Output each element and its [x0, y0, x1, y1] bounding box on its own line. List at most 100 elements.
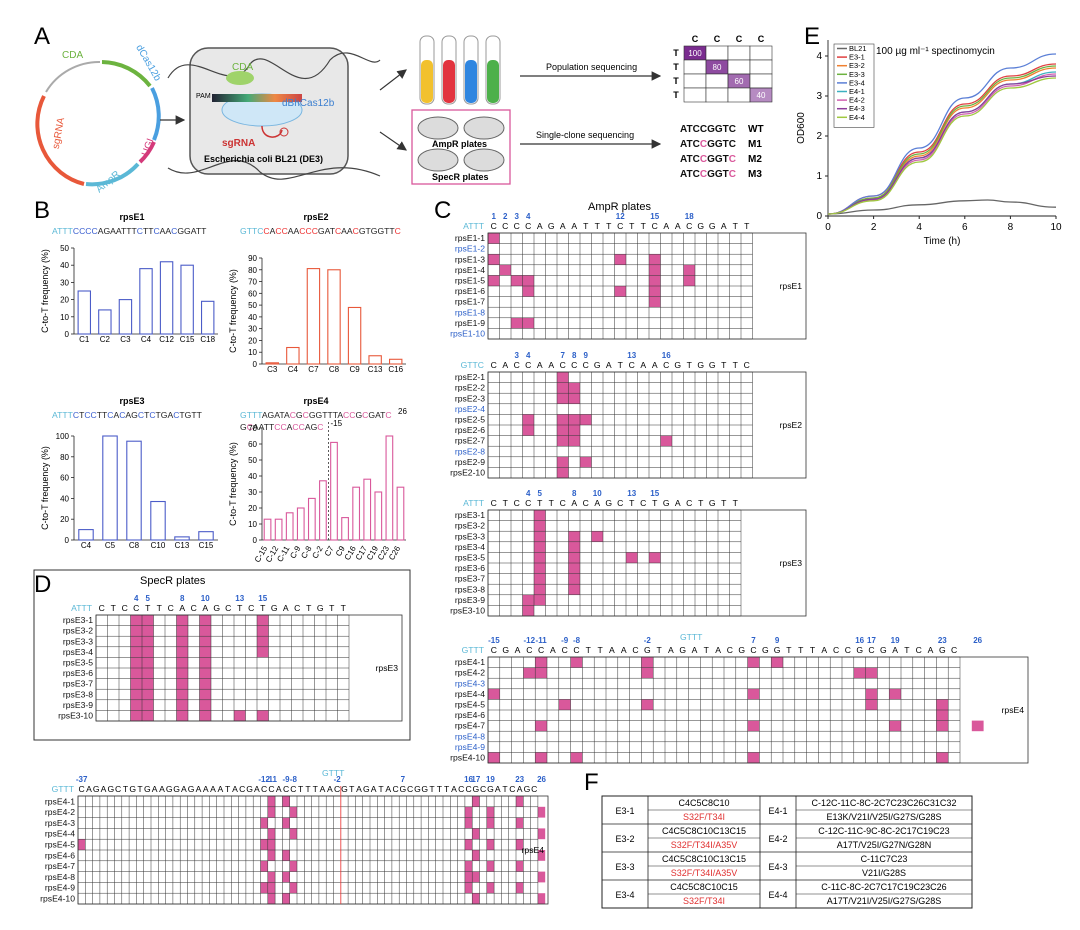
edited-cell	[557, 467, 569, 478]
y-tick-label: 80	[60, 453, 69, 462]
edited-cell	[534, 563, 546, 574]
sequence-base: G	[697, 221, 704, 231]
sequence-base: T	[341, 603, 347, 613]
sequence-base: T	[437, 784, 443, 794]
position-number: 7	[561, 351, 566, 360]
panel-b: rpsE1 ATTTCCCCAGAATTTCTTCAACGGATT 0 10 20 30 4…	[40, 212, 407, 564]
sequence-base: A	[196, 784, 202, 794]
sequence-base: A	[594, 498, 600, 508]
sequence-base: C	[640, 498, 646, 508]
sequence-base: C	[573, 645, 579, 655]
edited-cell	[199, 615, 211, 626]
x-tick-label: 8	[1008, 222, 1014, 233]
sequence-base: A	[203, 784, 209, 794]
sequence-base: T	[502, 784, 508, 794]
nt-mutations: C4C5C8C10C13C15	[662, 826, 746, 836]
sequence-base: A	[715, 645, 721, 655]
edited-cell	[568, 584, 580, 595]
matrix-value: 100	[688, 49, 702, 58]
edited-cell	[199, 678, 211, 690]
sequence-base: A	[210, 784, 216, 794]
sequence-base: A	[232, 784, 238, 794]
edited-cell	[176, 678, 188, 690]
edited-cell	[534, 573, 546, 585]
sequence-base: C	[571, 360, 577, 370]
gene-label: rpsE3	[780, 558, 803, 568]
y-tick-label: 0	[816, 211, 822, 222]
sequence-base: G	[144, 784, 151, 794]
edited-cell	[260, 839, 268, 850]
sequence-base: C	[248, 603, 254, 613]
edited-cell	[649, 254, 661, 265]
edited-cell	[289, 806, 297, 818]
edited-cell	[522, 594, 534, 606]
position-number: 23	[515, 775, 524, 784]
clone-row-label: rpsE4-2	[455, 668, 485, 678]
edited-cell	[537, 893, 546, 904]
bar	[285, 512, 294, 541]
series-line	[827, 73, 1057, 215]
bar	[174, 536, 190, 541]
sequence-base: T	[378, 784, 384, 794]
sequence-base: A	[571, 498, 577, 508]
edited-cell	[488, 233, 500, 244]
matrix-col-label: C	[736, 34, 743, 44]
gene-label: rpsE3	[376, 663, 399, 673]
edited-cell	[522, 286, 534, 297]
bar	[319, 480, 327, 541]
nt-mutations: C-11C-8C-2C7C17C19C23C26	[821, 882, 946, 892]
edited-cell	[260, 860, 268, 872]
y-tick-label: 40	[60, 261, 69, 270]
clone-row-label: rpsE2-8	[455, 446, 485, 456]
x-tick-label: C4	[81, 541, 92, 550]
bar	[78, 529, 94, 541]
edited-cell	[267, 796, 276, 807]
edited-cell	[511, 317, 523, 329]
sequence-base: A	[537, 360, 543, 370]
clone-row-label: rpsE2-10	[450, 468, 485, 478]
sequence-base: T	[798, 645, 804, 655]
y-tick-label: 30	[248, 325, 257, 334]
arrow-label-single-clone: Single-clone sequencing	[536, 130, 634, 140]
clone-id: E4-1	[768, 806, 787, 816]
clone-row-label: rpsE3-8	[63, 689, 93, 699]
edited-cell	[472, 871, 480, 883]
edited-cell	[557, 435, 569, 447]
sequence-base: C	[458, 784, 464, 794]
y-axis-label: C-to-T frequency (%)	[40, 446, 50, 530]
edited-cell	[488, 275, 500, 286]
chart-title: rpsE3	[119, 396, 144, 406]
clone-row-label: rpsE3-7	[63, 679, 93, 689]
clone-row-label: rpsE2-9	[455, 457, 485, 467]
matrix-row-label: T	[673, 48, 679, 58]
sequence-base: G	[738, 645, 745, 655]
edited-cell	[142, 668, 154, 679]
sequence-base: G	[856, 645, 863, 655]
sequence-base: T	[629, 221, 635, 231]
edited-cell	[522, 605, 534, 616]
edited-cell	[282, 817, 290, 829]
position-number: 10	[593, 489, 602, 498]
edited-cell	[889, 720, 901, 732]
sequence-base: A	[609, 645, 615, 655]
edited-cell	[130, 646, 142, 658]
sequence-base: C	[632, 645, 638, 655]
sequence-base: A	[217, 784, 223, 794]
aa-mutations: E13K/V21I/V25I/G27S/G28S	[826, 812, 941, 822]
sequence-base: T	[652, 498, 658, 508]
clone-row-label: rpsE4-10	[40, 894, 75, 904]
edited-cell	[522, 275, 534, 286]
edited-cell	[267, 806, 276, 818]
y-tick-label: 10	[248, 520, 257, 529]
legend-entry: E4-2	[849, 96, 865, 105]
aa-mutations: S32F/T34I	[683, 896, 725, 906]
sequence-base: T	[586, 645, 592, 655]
matrix-value: 60	[735, 77, 744, 86]
position-number: -12	[258, 775, 270, 784]
sequence-base: G	[502, 645, 509, 655]
clone-row-label: rpsE3-6	[63, 668, 93, 678]
sequence-base: T	[606, 221, 612, 231]
edited-cell	[234, 710, 246, 721]
sequence-base: C	[509, 784, 515, 794]
x-tick-label: C5	[105, 541, 116, 550]
